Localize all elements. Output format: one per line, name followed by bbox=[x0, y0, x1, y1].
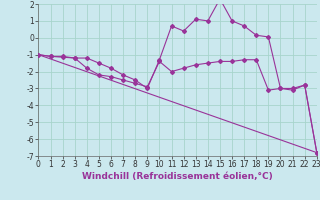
X-axis label: Windchill (Refroidissement éolien,°C): Windchill (Refroidissement éolien,°C) bbox=[82, 172, 273, 181]
